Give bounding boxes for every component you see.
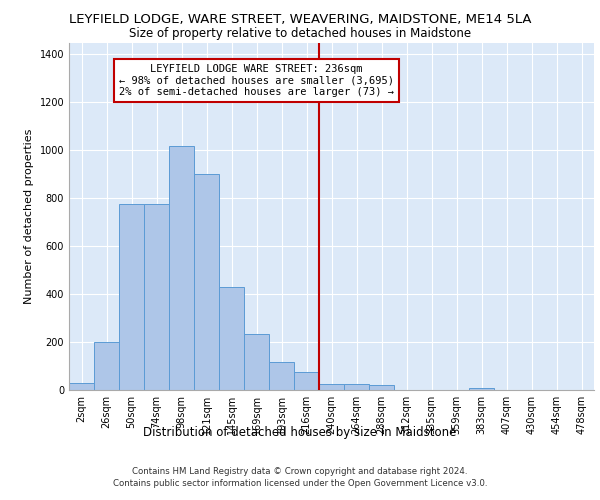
Bar: [69, 383, 94, 390]
Bar: [194, 174, 219, 390]
Bar: [319, 384, 344, 390]
Text: Contains HM Land Registry data © Crown copyright and database right 2024.
Contai: Contains HM Land Registry data © Crown c…: [113, 466, 487, 487]
Bar: [144, 204, 169, 390]
Bar: [169, 146, 194, 390]
Y-axis label: Number of detached properties: Number of detached properties: [24, 128, 34, 304]
Bar: [219, 287, 244, 390]
Bar: [469, 388, 494, 390]
Bar: [119, 204, 144, 390]
Text: Distribution of detached houses by size in Maidstone: Distribution of detached houses by size …: [143, 426, 457, 439]
Bar: [369, 385, 394, 390]
Text: LEYFIELD LODGE WARE STREET: 236sqm
← 98% of detached houses are smaller (3,695)
: LEYFIELD LODGE WARE STREET: 236sqm ← 98%…: [119, 64, 394, 98]
Text: LEYFIELD LODGE, WARE STREET, WEAVERING, MAIDSTONE, ME14 5LA: LEYFIELD LODGE, WARE STREET, WEAVERING, …: [69, 12, 531, 26]
Bar: [269, 362, 294, 390]
Bar: [94, 342, 119, 390]
Bar: [344, 384, 369, 390]
Bar: [244, 334, 269, 390]
Text: Size of property relative to detached houses in Maidstone: Size of property relative to detached ho…: [129, 28, 471, 40]
Bar: [294, 372, 319, 390]
